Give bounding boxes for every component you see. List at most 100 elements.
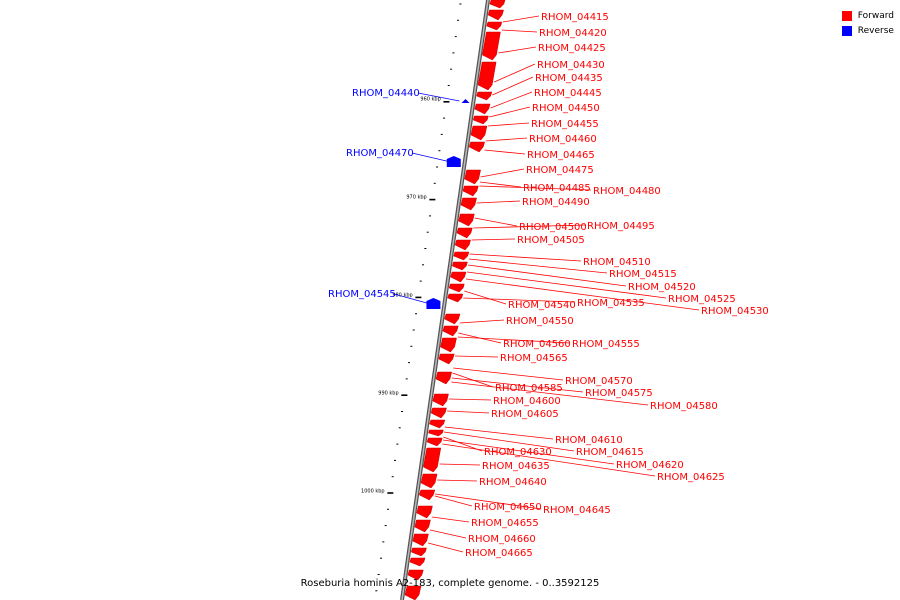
forward-gene-label[interactable]: RHOM_04640 (479, 477, 547, 488)
forward-gene-label[interactable]: RHOM_04615 (576, 447, 644, 458)
forward-gene-block (412, 533, 429, 547)
legend: Forward Reverse (841, 8, 894, 38)
forward-gene-label[interactable]: RHOM_04480 (593, 186, 661, 197)
gene-label-leader (487, 122, 530, 127)
gene-label-leader (502, 15, 540, 23)
forward-gene-label[interactable]: RHOM_04420 (539, 28, 607, 39)
forward-gene-block (482, 31, 501, 61)
forward-gene-block (430, 407, 447, 419)
gene-label-leader (442, 443, 656, 477)
forward-gene-block (428, 429, 444, 437)
gene-label-leader (474, 217, 518, 227)
forward-gene-label[interactable]: RHOM_04625 (657, 472, 725, 483)
forward-gene-label[interactable]: RHOM_04580 (650, 401, 718, 412)
forward-gene-label[interactable]: RHOM_04450 (532, 103, 600, 114)
forward-gene-block (404, 585, 422, 600)
forward-gene-label[interactable]: RHOM_04665 (465, 548, 533, 559)
forward-gene-label[interactable]: RHOM_04475 (526, 165, 594, 176)
gene-label-leader (459, 319, 505, 324)
forward-gene-label[interactable]: RHOM_04530 (701, 306, 769, 317)
gene-label-leader (494, 63, 536, 83)
gene-label-leader (447, 410, 490, 414)
forward-gene-block (420, 473, 438, 489)
forward-gene-label[interactable]: RHOM_04515 (609, 269, 677, 280)
gene-label-leader (417, 92, 460, 102)
forward-gene-label[interactable]: RHOM_04495 (587, 221, 655, 232)
scale-tick-label: 960 kbp (420, 97, 440, 103)
gene-label-leader (453, 367, 564, 381)
forward-gene-label[interactable]: RHOM_04505 (517, 235, 585, 246)
gene-label-leader (480, 168, 525, 178)
forward-gene-label[interactable]: RHOM_04500 (519, 222, 587, 233)
forward-gene-label[interactable]: RHOM_04485 (523, 183, 591, 194)
forward-gene-label[interactable]: RHOM_04525 (668, 294, 736, 305)
forward-gene-label[interactable]: RHOM_04430 (537, 60, 605, 71)
forward-gene-block (458, 213, 475, 227)
gene-label-leader (444, 426, 554, 440)
gene-label-leader (451, 381, 649, 406)
forward-gene-label[interactable]: RHOM_04620 (616, 460, 684, 471)
reverse-gene-label[interactable]: RHOM_04470 (346, 148, 414, 159)
forward-gene-label[interactable]: RHOM_04635 (482, 461, 550, 472)
forward-gene-label[interactable]: RHOM_04425 (538, 43, 606, 54)
reverse-gene-label[interactable]: RHOM_04440 (352, 88, 420, 99)
gene-label-leader (463, 297, 576, 303)
forward-gene-label[interactable]: RHOM_04600 (493, 396, 561, 407)
gene-label-leader (439, 463, 481, 466)
scale-tick-label: 1000 kbp (361, 489, 385, 495)
forward-gene-label[interactable]: RHOM_04520 (628, 282, 696, 293)
gene-label-leader (492, 76, 534, 96)
forward-gene-label[interactable]: RHOM_04610 (555, 435, 623, 446)
forward-gene-block (477, 61, 497, 91)
forward-gene-label[interactable]: RHOM_04655 (471, 518, 539, 529)
gene-label-leader (485, 137, 528, 142)
forward-gene-block (414, 519, 431, 533)
forward-gene-label[interactable]: RHOM_04660 (468, 534, 536, 545)
reverse-gene-block (446, 156, 461, 167)
forward-gene-label[interactable]: RHOM_04465 (527, 150, 595, 161)
forward-gene-label[interactable]: RHOM_04650 (474, 502, 542, 513)
forward-gene-block (429, 419, 446, 429)
forward-gene-label[interactable]: RHOM_04630 (484, 447, 552, 458)
scale-ticks: 960 kbp 970 kbp 980 kbp 990 kbp 1000 kbp (361, 3, 462, 592)
forward-gene-label[interactable]: RHOM_04605 (491, 409, 559, 420)
gene-label-leader (451, 377, 584, 393)
gene-blocks (404, 0, 506, 600)
gene-label-leader (471, 238, 516, 241)
forward-gene-block (444, 313, 461, 325)
forward-gene-block (442, 325, 459, 337)
forward-gene-label[interactable]: RHOM_04585 (495, 383, 563, 394)
forward-gene-label[interactable]: RHOM_04565 (500, 353, 568, 364)
forward-gene-label[interactable]: RHOM_04570 (565, 376, 633, 387)
forward-gene-label[interactable]: RHOM_04415 (541, 12, 609, 23)
forward-gene-label[interactable]: RHOM_04490 (522, 197, 590, 208)
reverse-gene-label[interactable]: RHOM_04545 (328, 289, 396, 300)
gene-label-leader (490, 91, 533, 109)
forward-gene-block (432, 393, 449, 407)
forward-gene-label[interactable]: RHOM_04435 (535, 73, 603, 84)
forward-gene-label[interactable]: RHOM_04510 (583, 257, 651, 268)
forward-gene-block (416, 505, 433, 519)
gene-label-leader (431, 516, 470, 523)
forward-gene-block (435, 371, 452, 385)
forward-gene-block (453, 251, 470, 261)
forward-gene-label[interactable]: RHOM_04445 (534, 88, 602, 99)
forward-gene-label[interactable]: RHOM_04540 (508, 300, 576, 311)
gene-label-leader (501, 29, 538, 33)
forward-gene-label[interactable]: RHOM_04535 (577, 298, 645, 309)
gene-label-leader (476, 200, 521, 204)
forward-gene-block (470, 125, 488, 141)
gene-label-leader (468, 258, 608, 274)
forward-gene-label[interactable]: RHOM_04645 (543, 505, 611, 516)
forward-gene-block (451, 261, 468, 271)
forward-gene-label[interactable]: RHOM_04550 (506, 316, 574, 327)
forward-gene-label[interactable]: RHOM_04555 (572, 339, 640, 350)
gene-label-leader (435, 493, 542, 510)
forward-gene-label[interactable]: RHOM_04560 (503, 339, 571, 350)
forward-gene-block (460, 197, 477, 211)
forward-gene-label[interactable]: RHOM_04575 (585, 388, 653, 399)
forward-gene-label[interactable]: RHOM_04455 (531, 119, 599, 130)
forward-gene-block (454, 239, 471, 251)
forward-gene-label[interactable]: RHOM_04460 (529, 134, 597, 145)
forward-gene-block (438, 353, 455, 365)
